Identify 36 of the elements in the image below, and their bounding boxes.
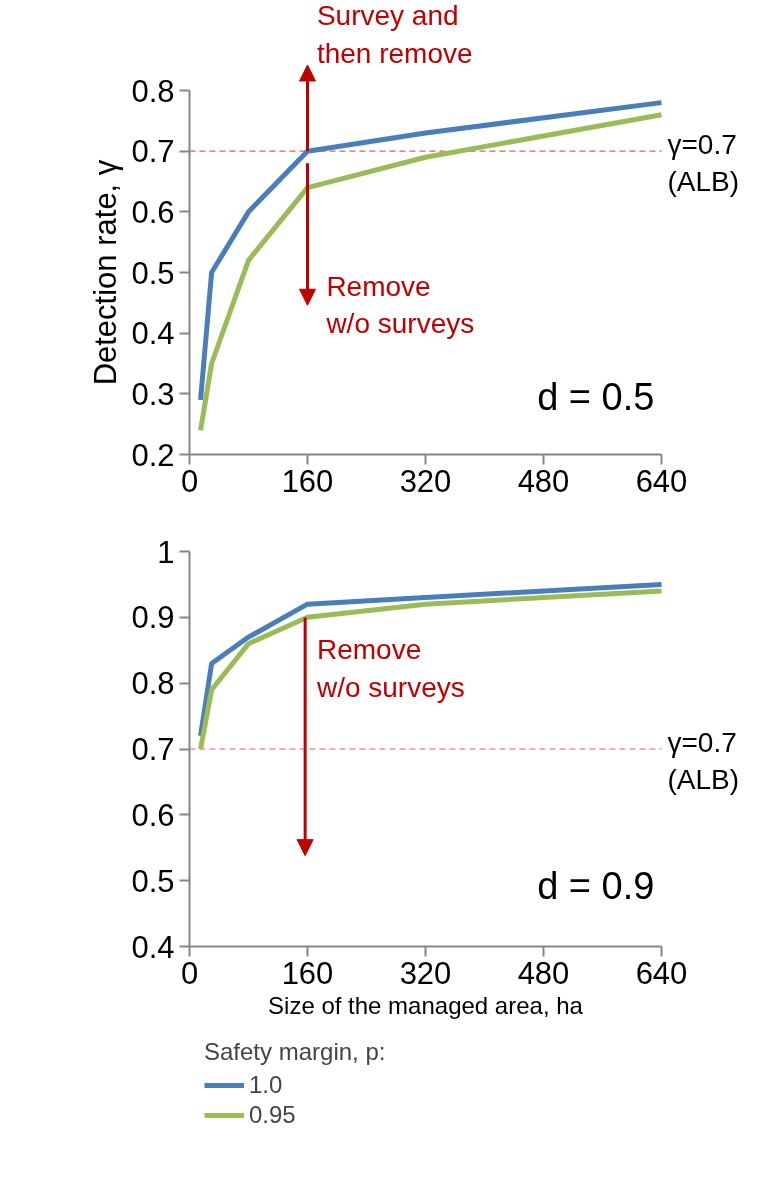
y-tick-label: 0.7 <box>131 134 175 170</box>
y-axis-title: Detection rate, γ <box>88 159 124 386</box>
annotation: d = 0.9 <box>537 865 655 907</box>
y-tick-label: 0.2 <box>131 437 175 473</box>
y-tick-label: 0.8 <box>131 666 175 702</box>
legend-title: Safety margin, p: <box>204 1038 386 1066</box>
ref-line-label: γ=0.7 (ALB) <box>667 129 740 198</box>
y-tick-label: 0.9 <box>131 600 175 636</box>
y-tick-label: 0.4 <box>131 316 175 352</box>
x-tick-label: 640 <box>635 463 688 499</box>
x-tick-label: 0 <box>180 955 199 991</box>
y-tick-label: 0.8 <box>131 73 175 109</box>
x-tick-label: 480 <box>517 463 570 499</box>
text: Survey and then remove <box>316 0 473 69</box>
y-tick-label: 0.3 <box>131 376 175 412</box>
y-tick-label: 0.5 <box>131 863 175 899</box>
x-tick-label: 0 <box>180 463 199 499</box>
x-axis-title: Size of the managed area, ha <box>268 991 584 1019</box>
y-tick-label: 0.7 <box>131 732 175 767</box>
x-tick-label: 480 <box>517 955 570 991</box>
y-tick-label: 1 <box>157 534 175 570</box>
x-tick-label: 160 <box>281 463 334 499</box>
annotation: d = 0.5 <box>537 376 655 419</box>
x-tick-label: 160 <box>281 955 334 991</box>
x-tick-label: 640 <box>635 955 688 991</box>
x-tick-label: 320 <box>399 955 452 991</box>
legend-label: 1.0 <box>249 1071 283 1099</box>
y-tick-label: 0.6 <box>131 797 175 833</box>
annotation: Remove w/o surveys <box>325 271 475 340</box>
y-tick-label: 0.6 <box>131 194 175 230</box>
ref-line-label: γ=0.7 (ALB) <box>667 727 740 796</box>
y-tick-label: 0.5 <box>131 255 175 291</box>
y-tick-label: 0.4 <box>131 929 175 965</box>
legend-label: 0.95 <box>249 1101 296 1129</box>
annotation: Remove w/o surveys <box>315 634 465 703</box>
x-tick-label: 320 <box>399 463 452 499</box>
